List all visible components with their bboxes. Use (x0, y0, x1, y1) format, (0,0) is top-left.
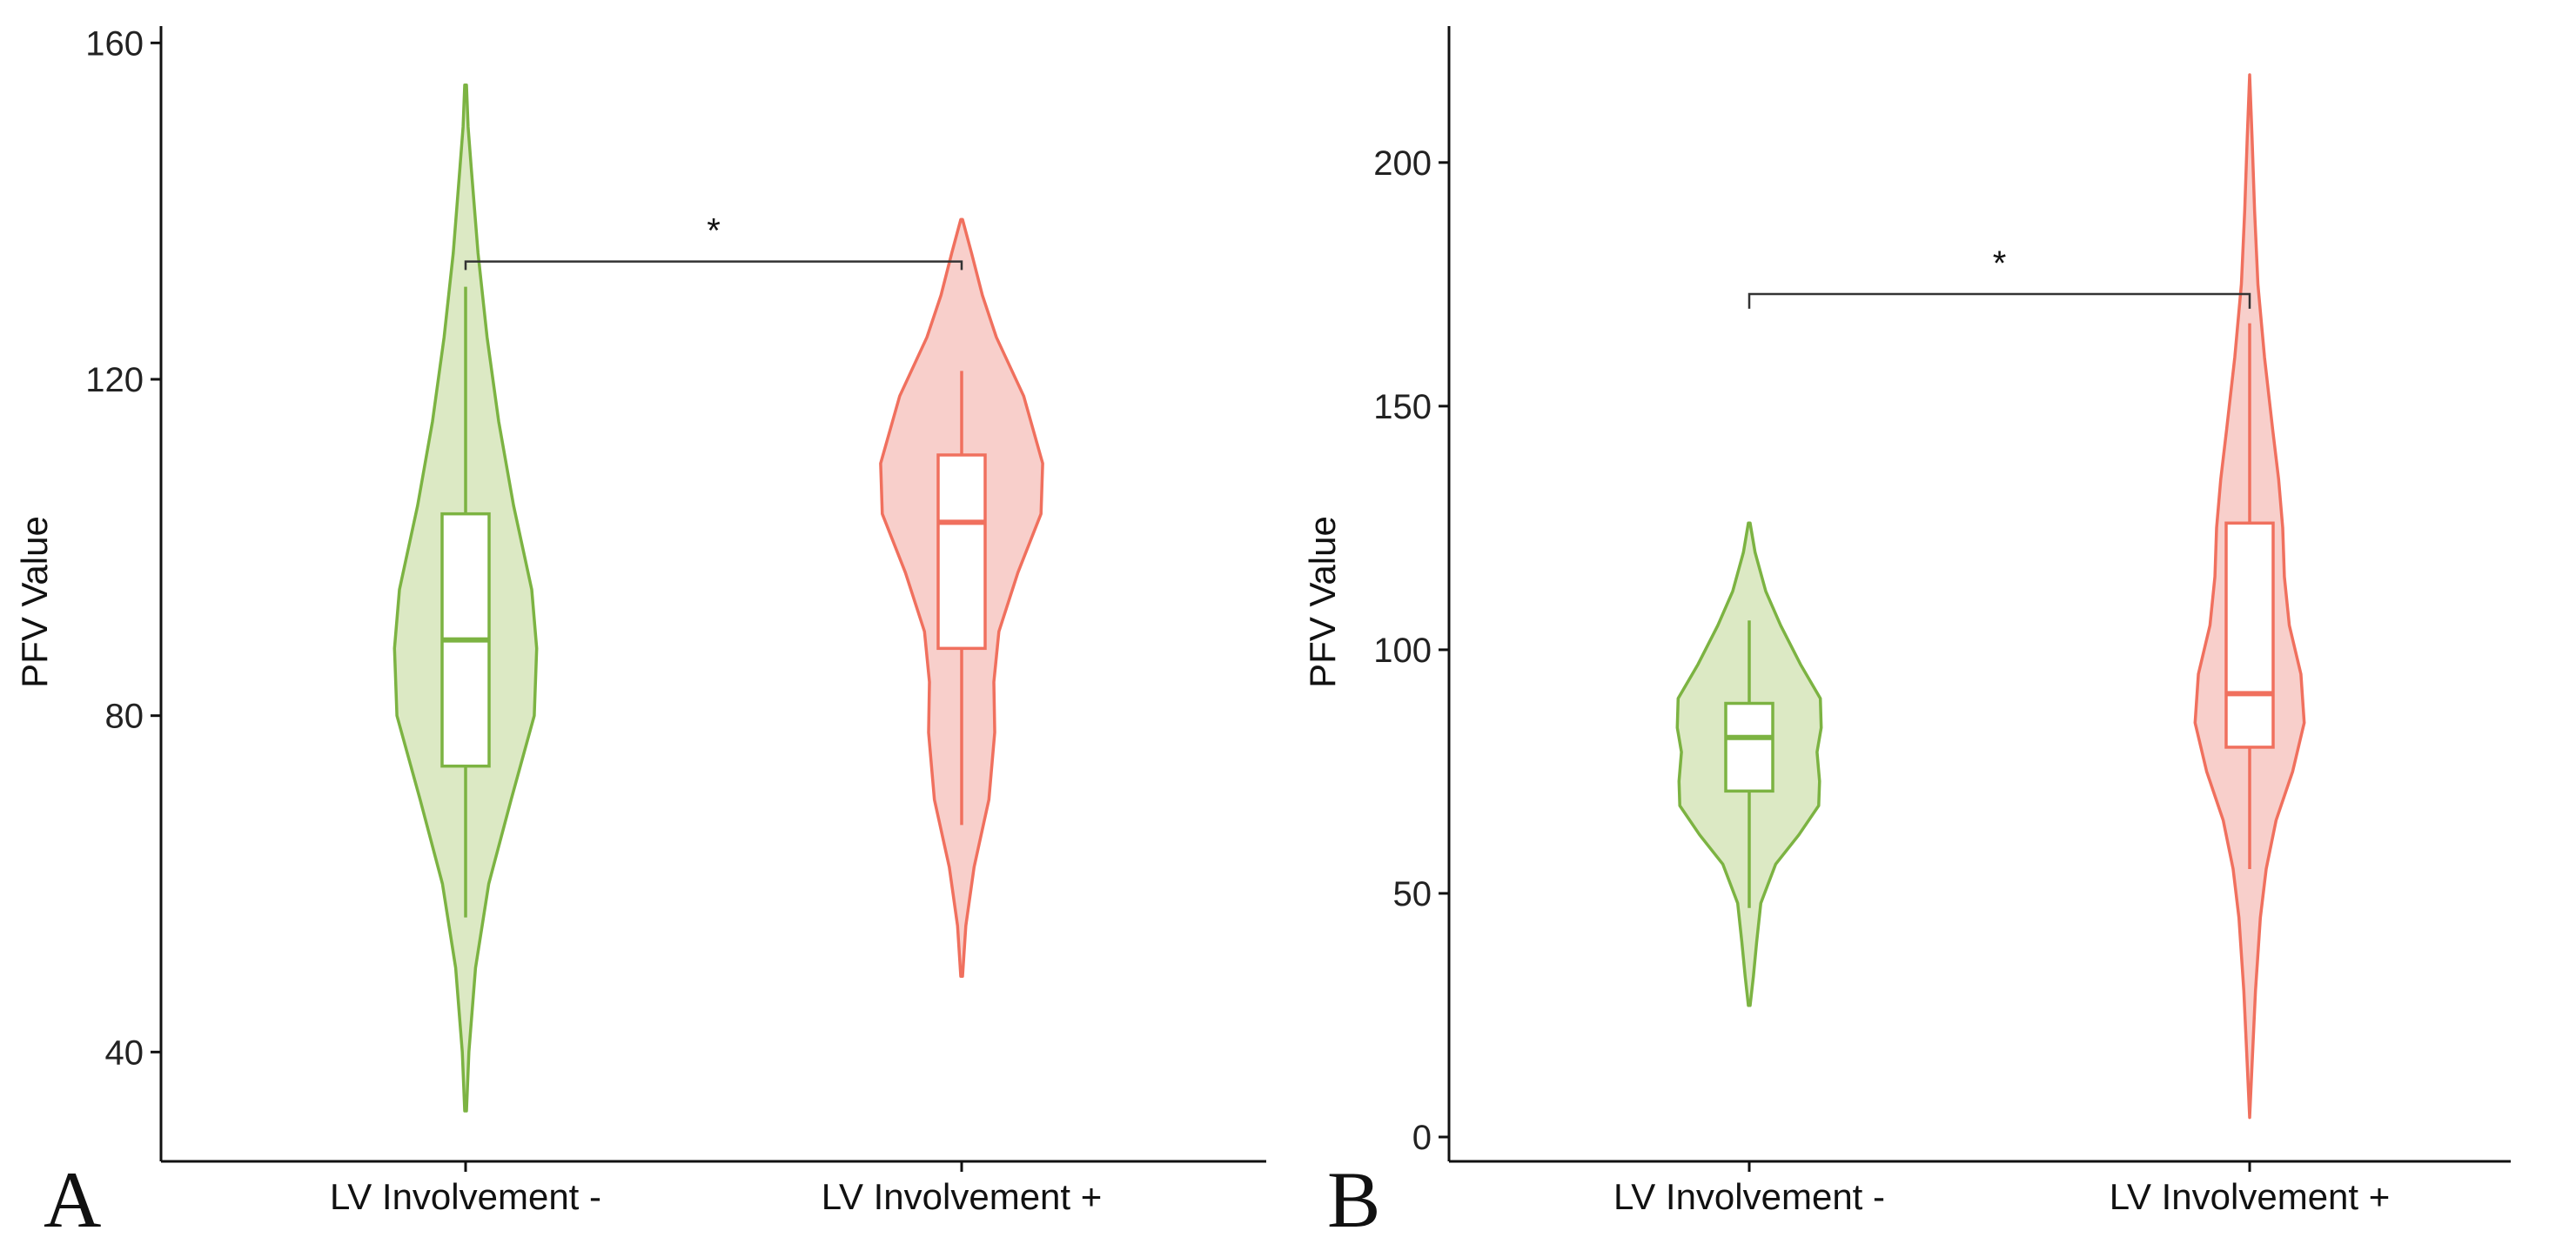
labels-panel-b: PFV Value LV Involvement - LV Involvemen… (1302, 516, 2390, 1244)
labels-panel-a: PFV Value LV Involvement - LV Involvemen… (14, 516, 1102, 1244)
boxplots-panel-b (1724, 323, 2275, 908)
category-label-lv-pos-panel-a: LV Involvement + (822, 1176, 1103, 1217)
y-tick-label-40: 40 (105, 1033, 144, 1072)
category-label-lv-neg-panel-a: LV Involvement - (330, 1176, 601, 1217)
box-lv-pos (2224, 521, 2275, 749)
axes-panel-b: 0 50 100 150 200 (1373, 26, 2511, 1172)
panel-a: * 40 80 120 160 PFV Value LV Involvement - … (14, 24, 1266, 1244)
box-lv-pos (936, 453, 987, 651)
y-tick-label-80: 80 (105, 698, 144, 736)
significance-bracket-panel-a: * (464, 212, 963, 271)
axes-panel-a: 40 80 120 160 (85, 24, 1266, 1172)
y-tick-label-200: 200 (1373, 144, 1432, 183)
y-tick-label-160: 160 (85, 24, 144, 63)
boxplots-panel-a (440, 286, 987, 918)
panel-b: * 0 50 100 150 200 PFV Value LV Involvement … (1302, 26, 2511, 1244)
y-axis-title-panel-a: PFV Value (14, 516, 55, 688)
y-axis-title-panel-b: PFV Value (1302, 516, 1343, 688)
significance-bracket-panel-b: * (1748, 244, 2251, 309)
significance-bracket-line (464, 260, 963, 271)
panel-label-a: A (44, 1155, 101, 1244)
category-label-lv-neg-panel-b: LV Involvement - (1613, 1176, 1885, 1217)
significance-label: * (1993, 244, 2007, 283)
panel-label-b: B (1327, 1155, 1380, 1244)
y-tick-label-150: 150 (1373, 388, 1432, 426)
significance-bracket-line (1748, 292, 2251, 309)
significance-label: * (707, 212, 721, 251)
y-tick-label-50: 50 (1393, 875, 1432, 913)
violins-panel-b (1675, 73, 2306, 1120)
y-tick-label-100: 100 (1373, 632, 1432, 670)
category-label-lv-pos-panel-b: LV Involvement + (2110, 1176, 2391, 1217)
y-tick-label-120: 120 (85, 361, 144, 399)
y-tick-label-0: 0 (1412, 1119, 1432, 1157)
box-lv-neg (1724, 701, 1774, 793)
